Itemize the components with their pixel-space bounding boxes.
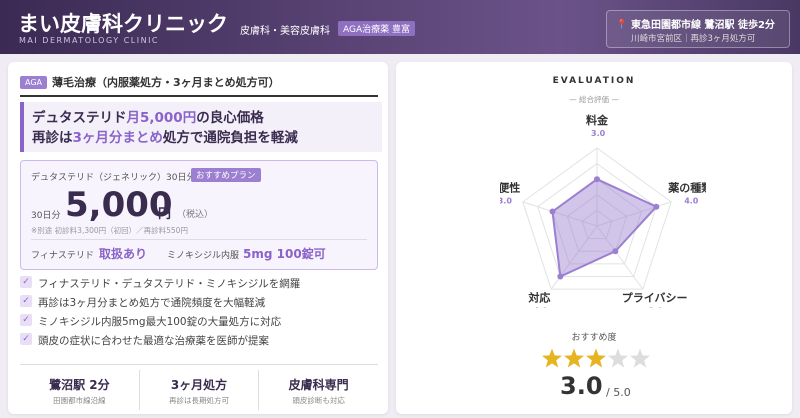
lead: デュタステリド月5,000円の良心価格 再診は3ヶ月分まとめ処方で通院負担を軽減	[24, 102, 382, 154]
price-prefix: 30日分	[31, 211, 61, 221]
value-label: 4.0	[533, 306, 548, 308]
footer-title: 皮膚科専門	[288, 378, 349, 392]
grid-ring	[581, 209, 613, 240]
price-unit: 円	[158, 207, 172, 222]
eval-title: EVALUATION	[552, 76, 636, 86]
options-divider	[31, 239, 367, 240]
header: まい皮膚科クリニック MAI DERMATOLOGY CLINIC 皮膚科・美容…	[0, 0, 800, 54]
score-max: / 5.0	[606, 386, 631, 399]
eval-subtitle: — 総合評価 —	[569, 95, 619, 104]
spoke	[522, 201, 598, 227]
feature: フィナステリド・デュタステリド・ミノキシジルを網羅	[20, 276, 300, 291]
footer-title: 3ヶ月処方	[170, 378, 228, 392]
footer-sub: 田園都市線沿線	[53, 396, 106, 405]
address: 川崎市宮前区｜再診3ヶ月処方可	[631, 34, 756, 44]
heading: 薄毛治療（内服薬処方・3ヶ月まとめ処方可）	[52, 76, 280, 89]
axis-label: 対応	[527, 290, 550, 304]
price: 5,000	[65, 185, 173, 225]
radar-point	[653, 203, 660, 210]
footer: 鷺沼駅 2分 田園都市線沿線 3ヶ月処方 再診は長期処方可 皮膚科専門 頭皮診断も対応	[20, 370, 378, 410]
note: ※別途 初診料3,300円（初回）／再診料550円	[31, 226, 188, 235]
feature: ミノキシジル内服5mg最大100錠の大量処方に対応	[20, 314, 300, 329]
axis-label: 利便性	[500, 181, 520, 195]
right-card: EVALUATION — 総合評価 — 料金 3.0 薬の種類 4.0 プライバシー 2.…	[396, 62, 792, 414]
option-value: 取扱あり	[99, 247, 148, 261]
option-name: フィナステリド	[31, 251, 94, 261]
lead-text: 3ヶ月分まとめ	[72, 130, 163, 146]
lead-text: 処方で通院負担を軽減	[162, 130, 298, 146]
lead-line: 再診は3ヶ月分まとめ処方で通院負担を軽減	[32, 128, 374, 148]
option-value: 5mg 100錠可	[243, 247, 326, 261]
radar-area	[551, 178, 659, 278]
lead-line: デュタステリド月5,000円の良心価格	[32, 108, 374, 128]
radar-point	[612, 248, 619, 255]
radar-chart: 料金 3.0 薬の種類 4.0 プライバシー 2.0 対応 4.0 利便性 3.0	[500, 113, 706, 308]
spoke	[596, 225, 644, 290]
lead-box: デュタステリド月5,000円の良心価格 再診は3ヶ月分まとめ処方で通院負担を軽減	[20, 102, 382, 152]
clinic-subtitle: MAI DERMATOLOGY CLINIC	[19, 36, 160, 45]
footer-title: 鷺沼駅 2分	[49, 378, 110, 392]
clinic-title: まい皮膚科クリニック	[18, 12, 228, 36]
value-label: 4.0	[684, 197, 699, 206]
score: 3.0	[560, 372, 603, 400]
badge: AGA治療薬 豊富	[338, 21, 415, 36]
feature: 頭皮の症状に合わせた最適な治療薬を医師が提案	[20, 333, 300, 348]
rating-label: おすすめ度	[571, 333, 617, 343]
radar-point	[594, 176, 600, 183]
footer-divider	[20, 364, 378, 365]
axis-label: 料金	[586, 113, 609, 127]
footer-item: 3ヶ月処方再診は長期処方可	[138, 370, 259, 410]
radar-point	[549, 208, 556, 215]
plan-box: デュタステリド（ジェネリック）30日分 おすすめプラン 30日分 5,000 円…	[20, 160, 378, 270]
grid-ring	[537, 162, 657, 277]
lead-text: 月5,000円	[126, 110, 197, 126]
access: 東急田園都市線 鷺沼駅 徒歩2分	[631, 20, 775, 31]
footer-sub: 頭皮診断も対応	[292, 396, 345, 405]
axis-label: プライバシー	[622, 290, 688, 304]
value-label: 3.0	[500, 197, 512, 206]
left-card: AGA 薄毛治療（内服薬処方・3ヶ月まとめ処方可） デュタステリド月5,000円…	[8, 62, 388, 414]
star-filled	[564, 348, 584, 368]
value-label: 3.0	[591, 129, 606, 138]
stars	[542, 348, 650, 368]
aga-tag: AGA	[20, 76, 48, 89]
access-box: 東急田園都市線 鷺沼駅 徒歩2分 川崎市宮前区｜再診3ヶ月処方可 📍	[606, 10, 790, 48]
star-empty	[630, 348, 650, 368]
plan-badge: おすすめプラン	[191, 168, 261, 182]
tag: 皮膚科・美容皮膚科	[240, 26, 330, 37]
footer-item: 皮膚科専門頭皮診断も対応	[258, 370, 378, 410]
pin-icon: 📍	[616, 20, 628, 30]
radar-point	[557, 273, 564, 280]
axis-label: 薬の種類	[668, 181, 706, 195]
value-label: 2.0	[649, 306, 664, 308]
plan-name: デュタステリド（ジェネリック）30日分	[31, 173, 196, 183]
feature-list: フィナステリド・デュタステリド・ミノキシジルを網羅再診は3ヶ月分まとめ処方で通院…	[20, 276, 300, 352]
star-filled	[542, 348, 562, 368]
star-empty	[608, 348, 628, 368]
grid-ring	[566, 194, 628, 252]
feature: 再診は3ヶ月分まとめ処方で通院頻度を大幅軽減	[20, 295, 300, 310]
tax: （税込）	[177, 210, 214, 220]
lead-text: の良心価格	[196, 110, 264, 126]
star-filled	[586, 348, 606, 368]
lead-text: デュタステリド	[32, 110, 127, 126]
footer-sub: 再診は長期処方可	[169, 396, 229, 405]
option-name: ミノキシジル内服	[167, 251, 240, 261]
footer-item: 鷺沼駅 2分田園都市線沿線	[20, 370, 139, 410]
grid-ring	[522, 147, 672, 290]
lead-text: 再診は	[32, 130, 73, 146]
divider	[20, 95, 378, 97]
